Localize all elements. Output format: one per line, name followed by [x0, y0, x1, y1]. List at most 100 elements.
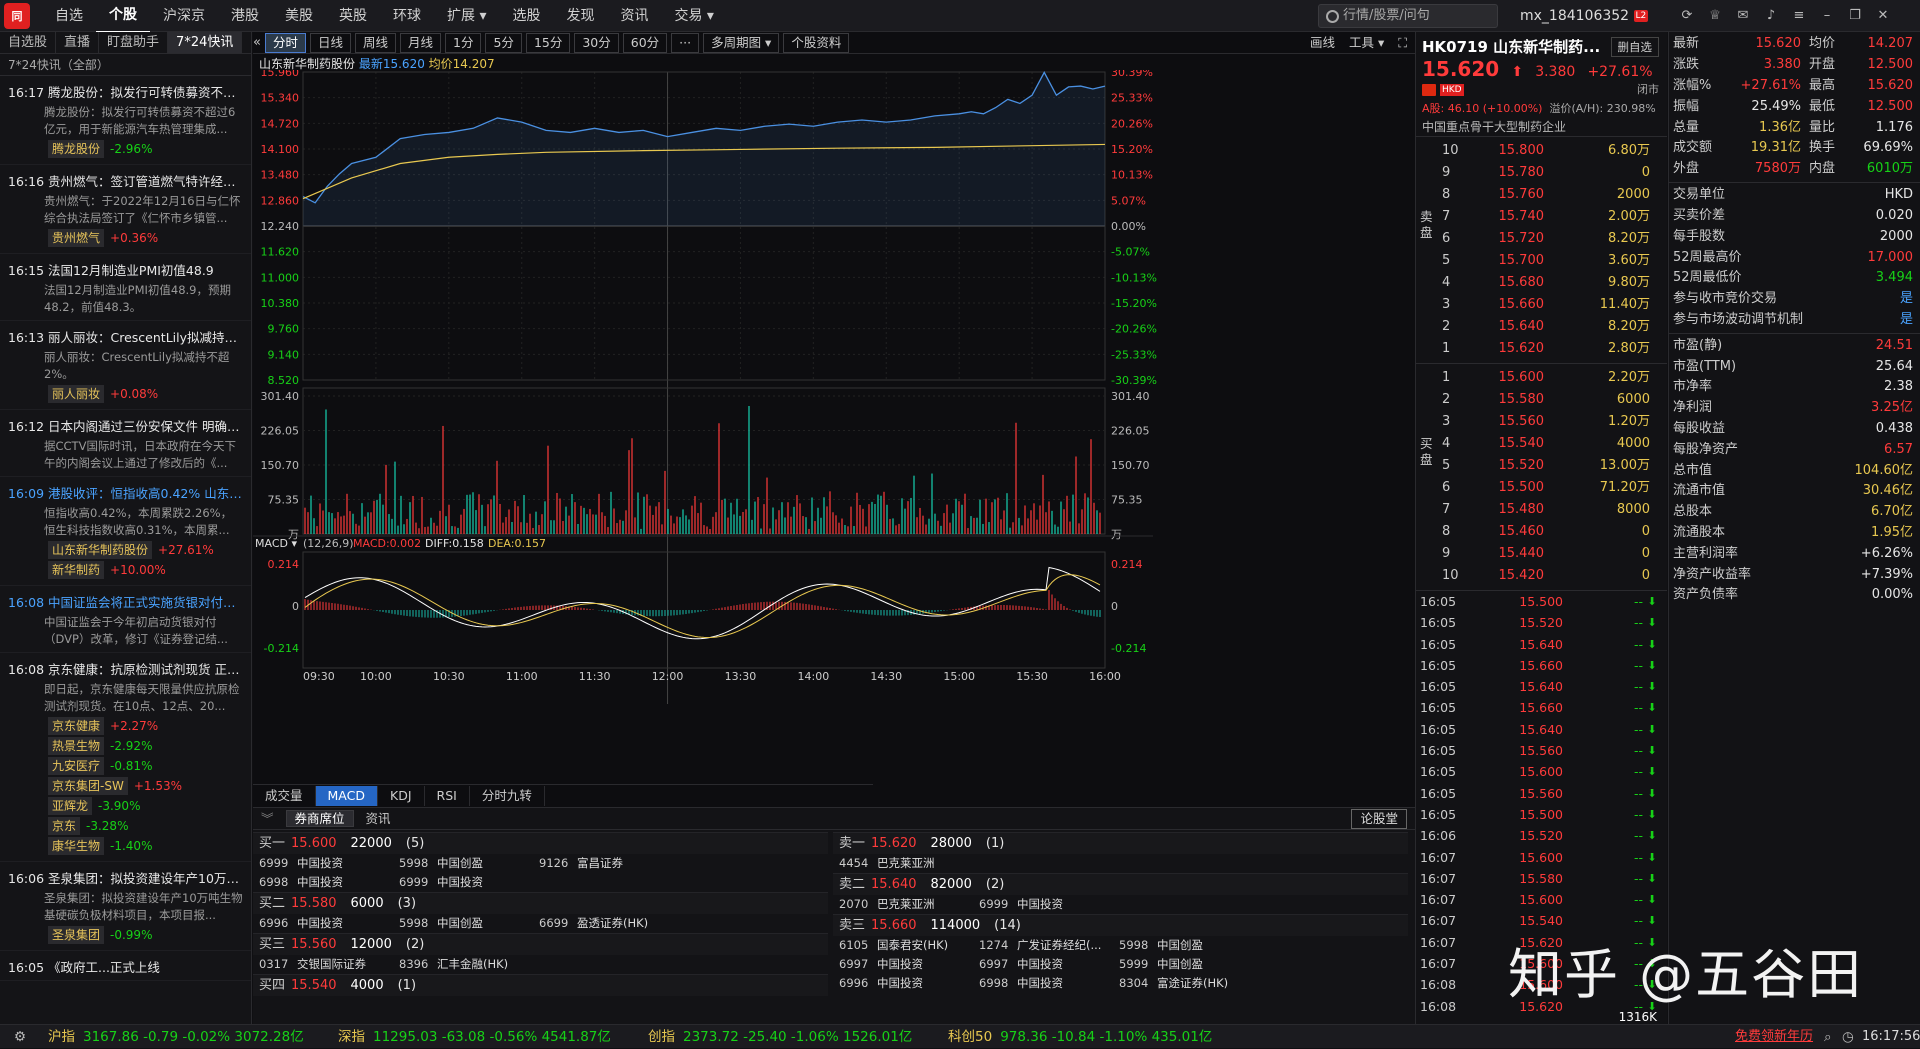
news-stock-tag[interactable]: 京东 -3.28% — [48, 817, 243, 835]
news-title[interactable]: 16:09 港股收评：恒指收高0.42% 山东新... — [8, 483, 243, 502]
tick-row[interactable]: 16:07 15.600 -- ⬇ — [1416, 847, 1667, 868]
news-stock-tag[interactable]: 亚辉龙 -3.90% — [48, 797, 243, 815]
news-stock-tag[interactable]: 圣泉集团 -0.99% — [48, 926, 243, 944]
broker-row[interactable]: 6999 中国投资 5998 中国创盈 9126 富昌证券 — [253, 854, 828, 873]
broker-level-header[interactable]: 卖二 15.640 82000 (2) — [833, 873, 1408, 895]
chart-period-tab[interactable]: 周线 — [355, 32, 397, 53]
sell-level[interactable]: 1 15.620 2.80万 — [1416, 338, 1667, 360]
tick-row[interactable]: 16:05 15.660 -- ⬇ — [1416, 655, 1667, 676]
sell-level[interactable]: 6 15.720 8.20万 — [1416, 228, 1667, 250]
news-item[interactable]: 16:08 中国证监会将正式实施货银对付改革 中国证监会于今年初启动货银对付（DV… — [0, 586, 251, 653]
news-item[interactable]: 16:13 丽人丽妆：CrescentLily拟减持不超... 丽人丽妆：Cres… — [0, 321, 251, 410]
sell-level[interactable]: 5 15.700 3.60万 — [1416, 250, 1667, 272]
chart-period-tab[interactable]: 日线 — [309, 32, 351, 53]
news-stock-tag[interactable]: 丽人丽妆 +0.08% — [48, 385, 243, 403]
indicator-tab[interactable]: 分时九转 — [470, 785, 545, 806]
chart-period-tab[interactable]: 5分 — [485, 32, 522, 53]
sell-level[interactable]: 9 15.780 0 — [1416, 162, 1667, 184]
tick-row[interactable]: 16:07 15.620 -- ⬇ — [1416, 932, 1667, 953]
buy-level[interactable]: 10 15.420 0 — [1416, 565, 1667, 587]
news-stock-tag[interactable]: 新华制药 +10.00% — [48, 561, 243, 579]
news-title[interactable]: 16:16 贵州燃气：签订管道燃气特许经营... — [8, 171, 243, 190]
bell-icon[interactable]: ♪ — [1766, 8, 1776, 23]
menu-item[interactable]: 选股 — [512, 7, 541, 24]
chart-period-tab[interactable]: 60分 — [622, 32, 668, 53]
tick-row[interactable]: 16:05 15.520 -- ⬇ — [1416, 612, 1667, 633]
user-account[interactable]: mx_184106352 L2 — [1520, 0, 1649, 32]
news-item[interactable]: 16:09 港股收评：恒指收高0.42% 山东新... 恒指收高0.42%，本周累… — [0, 477, 251, 586]
sell-level[interactable]: 3 15.660 11.40万 — [1416, 294, 1667, 316]
menu-item[interactable]: 自选 — [55, 7, 83, 24]
news-stock-tag[interactable]: 腾龙股份 -2.96% — [48, 140, 243, 158]
news-item[interactable]: 16:17 腾龙股份：拟发行可转债募资不超... 腾龙股份：拟发行可转债募资不超过… — [0, 76, 251, 165]
remove-watchlist-button[interactable]: 删自选 — [1610, 37, 1659, 57]
settings-icon[interactable]: ⚙ — [14, 1029, 27, 1045]
tick-row[interactable]: 16:05 15.640 -- ⬇ — [1416, 719, 1667, 740]
broker-level-header[interactable]: 买三 15.560 12000 (2) — [253, 933, 828, 955]
news-title[interactable]: 16:08 京东健康：抗原检测试剂现货 正在... — [8, 659, 243, 678]
tick-row[interactable]: 16:08 15.620 -- ⬇ — [1416, 996, 1667, 1017]
index-quote[interactable]: 科创50 978.36 -10.84 -1.10% 435.01亿 — [948, 1025, 1212, 1049]
tab-broker-seats[interactable]: 券商席位 — [285, 810, 354, 827]
tick-row[interactable]: 16:05 15.500 -- ⬇ — [1416, 804, 1667, 825]
search-input[interactable]: 行情/股票/问句 — [1318, 4, 1498, 28]
indicator-tab[interactable]: KDJ — [378, 785, 425, 806]
tab-news[interactable]: 资讯 — [365, 811, 391, 826]
tick-row[interactable]: 16:05 15.640 -- ⬇ — [1416, 634, 1667, 655]
menu-item[interactable]: 交易 ▾ — [674, 7, 714, 24]
broker-level-header[interactable]: 买四 15.540 4000 (1) — [253, 974, 828, 996]
left-tab[interactable]: 盯盘助手 — [99, 32, 169, 53]
broker-level-header[interactable]: 卖三 15.660 114000 (14) — [833, 914, 1408, 936]
tick-row[interactable]: 16:07 15.600 -- ⬇ — [1416, 953, 1667, 974]
sell-level[interactable]: 10 15.800 6.80万 — [1416, 140, 1667, 162]
minimize-icon[interactable]: – — [1823, 8, 1831, 23]
tick-row[interactable]: 16:06 15.520 -- ⬇ — [1416, 825, 1667, 846]
news-item[interactable]: 16:12 日本内阁通过三份安保文件 明确将... 据CCTV国际时讯，日本政府在… — [0, 410, 251, 477]
news-item[interactable]: 16:05 《政府工...正式上线 — [0, 951, 251, 981]
news-stock-tag[interactable]: 贵州燃气 +0.36% — [48, 229, 243, 247]
index-quote[interactable]: 创指 2373.72 -25.40 -1.06% 1526.01亿 — [648, 1025, 912, 1049]
chart-tool[interactable]: 画线 — [1309, 35, 1335, 50]
news-title[interactable]: 16:08 中国证监会将正式实施货银对付改革 — [8, 592, 243, 611]
buy-level[interactable]: 6 15.500 71.20万 — [1416, 477, 1667, 499]
chart-tool[interactable]: 工具 ▾ — [1348, 35, 1385, 50]
tick-row[interactable]: 16:07 15.580 -- ⬇ — [1416, 868, 1667, 889]
menu-item[interactable]: 英股 — [339, 7, 367, 24]
sell-level[interactable]: 4 15.680 9.80万 — [1416, 272, 1667, 294]
news-stock-tag[interactable]: 热景生物 -2.92% — [48, 737, 243, 755]
chart-period-tab[interactable]: 个股资料 — [783, 32, 850, 53]
buy-level[interactable]: 7 15.480 8000 — [1416, 499, 1667, 521]
news-title[interactable]: 16:17 腾龙股份：拟发行可转债募资不超... — [8, 82, 243, 101]
chart-period-tab[interactable]: 多周期图 ▾ — [703, 32, 780, 53]
index-quote[interactable]: 深指 11295.03 -63.08 -0.56% 4541.87亿 — [338, 1025, 611, 1049]
refresh-icon[interactable]: ⟳ — [1681, 8, 1693, 23]
tick-row[interactable]: 16:07 15.600 -- ⬇ — [1416, 889, 1667, 910]
news-stock-tag[interactable]: 九安医疗 -0.81% — [48, 757, 243, 775]
left-tab[interactable]: 7*24快讯 — [168, 32, 243, 53]
fullscreen-icon[interactable]: ⛶ — [1398, 35, 1407, 50]
news-stock-tag[interactable]: 康华生物 -1.40% — [48, 837, 243, 855]
buy-level[interactable]: 5 15.520 13.00万 — [1416, 455, 1667, 477]
buy-level[interactable]: 8 15.460 0 — [1416, 521, 1667, 543]
left-tab[interactable]: 直播 — [56, 32, 100, 53]
menu-item[interactable]: 美股 — [285, 7, 313, 24]
broker-row[interactable]: 6105 国泰君安(HK) 1274 广发证券经纪(... 5998 中国创盈 — [833, 936, 1408, 955]
left-tab[interactable]: 自选股 — [0, 32, 57, 53]
chart-period-tab[interactable]: 1分 — [445, 32, 482, 53]
broker-row[interactable]: 6997 中国投资 6997 中国投资 5999 中国创盈 — [833, 955, 1408, 974]
buy-level[interactable]: 4 15.540 4000 — [1416, 433, 1667, 455]
search-icon[interactable]: ⌕ — [1824, 1029, 1832, 1045]
chart-period-tab[interactable]: 分时 — [264, 32, 306, 53]
buy-level[interactable]: 3 15.560 1.20万 — [1416, 411, 1667, 433]
news-item[interactable]: 16:08 京东健康：抗原检测试剂现货 正在... 即日起，京东健康每天限量供应抗… — [0, 653, 251, 862]
tick-row[interactable]: 16:07 15.540 -- ⬇ — [1416, 910, 1667, 931]
news-title[interactable]: 16:15 法国12月制造业PMI初值48.9 — [8, 260, 243, 279]
broker-row[interactable]: 6996 中国投资 5998 中国创盈 6699 盈透证券(HK) — [253, 914, 828, 933]
news-item[interactable]: 16:15 法国12月制造业PMI初值48.9 法国12月制造业PMI初值48.9… — [0, 254, 251, 321]
sell-level[interactable]: 2 15.640 8.20万 — [1416, 316, 1667, 338]
buy-level[interactable]: 1 15.600 2.20万 — [1416, 367, 1667, 389]
broker-row[interactable]: 4454 巴克莱亚洲 — [833, 854, 1408, 873]
broker-level-header[interactable]: 买一 15.600 22000 (5) — [253, 832, 828, 854]
sell-level[interactable]: 8 15.760 2000 — [1416, 184, 1667, 206]
menu-item[interactable]: 个股 — [96, 0, 150, 33]
